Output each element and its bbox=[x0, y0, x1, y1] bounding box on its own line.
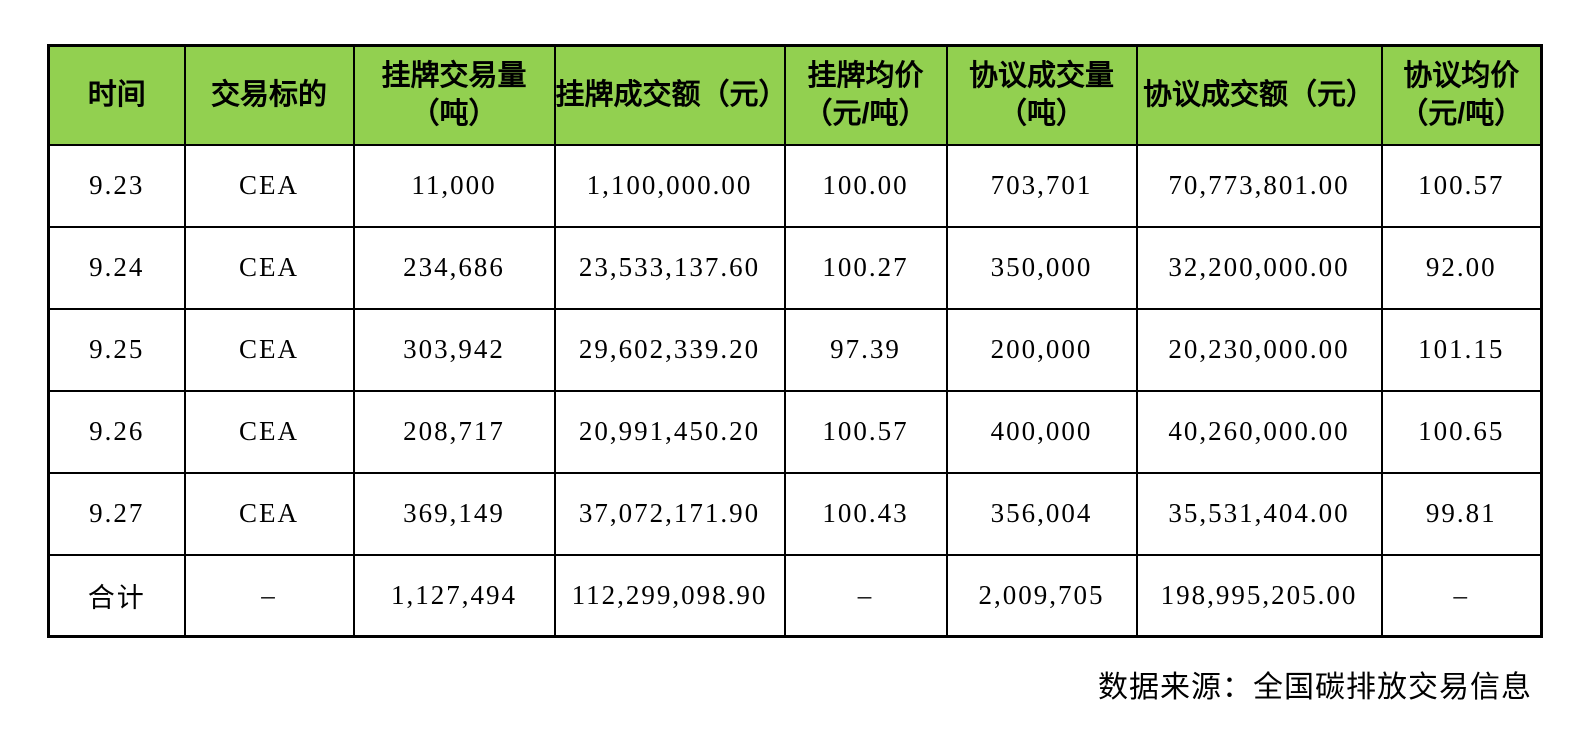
table-cell: 350,000 bbox=[945, 225, 1138, 310]
column-header-line: （元/吨） bbox=[1399, 98, 1524, 131]
table-cell: – bbox=[183, 553, 355, 638]
carbon-trading-table: 时间 交易标的 挂牌交易量 （吨） 挂牌成交额（元） 挂牌均价 （元/吨） 协议成交量 （吨）协… bbox=[47, 44, 1543, 638]
table-cell: 97.39 bbox=[783, 307, 948, 392]
table-cell: 100.57 bbox=[1380, 143, 1543, 228]
table-cell: 400,000 bbox=[945, 389, 1138, 474]
column-header-line: 协议成交额（元） bbox=[1142, 79, 1375, 112]
table-cell: CEA bbox=[183, 471, 355, 556]
table-cell: 9.26 bbox=[47, 389, 186, 474]
column-header-line: （吨） bbox=[997, 98, 1085, 131]
column-header-line: 挂牌交易量 bbox=[381, 59, 527, 92]
table-cell: 9.25 bbox=[47, 307, 186, 392]
column-header-3: 挂牌成交额（元） bbox=[553, 44, 786, 146]
table-cell: 198,995,205.00 bbox=[1135, 553, 1383, 638]
table-cell: 1,100,000.00 bbox=[553, 143, 786, 228]
table-cell: 2,009,705 bbox=[945, 553, 1138, 638]
table-cell: 35,531,404.00 bbox=[1135, 471, 1383, 556]
table-cell: 100.27 bbox=[783, 225, 948, 310]
table-cell: CEA bbox=[183, 225, 355, 310]
table-cell: 9.27 bbox=[47, 471, 186, 556]
column-header-0: 时间 bbox=[47, 44, 186, 146]
table-cell: 112,299,098.90 bbox=[553, 553, 786, 638]
table-cell: 369,149 bbox=[352, 471, 556, 556]
column-header-5: 协议成交量 （吨） bbox=[945, 44, 1138, 146]
table-cell: CEA bbox=[183, 307, 355, 392]
table-cell: CEA bbox=[183, 143, 355, 228]
column-header-line: （吨） bbox=[410, 98, 498, 131]
column-header-line: 挂牌均价 bbox=[807, 59, 924, 92]
table-cell: 20,230,000.00 bbox=[1135, 307, 1383, 392]
column-header-7: 协议均价 （元/吨） bbox=[1380, 44, 1543, 146]
table-cell: 703,701 bbox=[945, 143, 1138, 228]
column-header-4: 挂牌均价 （元/吨） bbox=[783, 44, 948, 146]
table-row: 9.23 CEA 11,000 1,100,000.00 100.00 703,701 70… bbox=[47, 143, 1543, 228]
data-source-note: 数据来源：全国碳排放交易信息 bbox=[1098, 671, 1532, 704]
table-row: 合计 –1,127,494 112,299,098.90–2,009,705 198,… bbox=[47, 553, 1543, 638]
column-header-line: 协议均价 bbox=[1403, 59, 1520, 92]
table-cell: CEA bbox=[183, 389, 355, 474]
column-header-line: 时间 bbox=[87, 79, 146, 112]
table-cell: 234,686 bbox=[352, 225, 556, 310]
column-header-line: 交易标的 bbox=[210, 79, 327, 112]
table-row: 9.25 CEA 303,942 29,602,339.20 97.39 200,000 2… bbox=[47, 307, 1543, 392]
table-cell: 100.65 bbox=[1380, 389, 1543, 474]
table-cell: 208,717 bbox=[352, 389, 556, 474]
table-cell: 1,127,494 bbox=[352, 553, 556, 638]
table-cell: 100.57 bbox=[783, 389, 948, 474]
table-cell: 303,942 bbox=[352, 307, 556, 392]
table-cell: 70,773,801.00 bbox=[1135, 143, 1383, 228]
column-header-6: 协议成交额（元） bbox=[1135, 44, 1383, 146]
header-row: 时间 交易标的 挂牌交易量 （吨） 挂牌成交额（元） 挂牌均价 （元/吨） 协议成交量 （吨）协… bbox=[47, 44, 1543, 146]
column-header-1: 交易标的 bbox=[183, 44, 355, 146]
table-row: 9.24 CEA 234,686 23,533,137.60 100.27 350,000… bbox=[47, 225, 1543, 310]
table-cell: 23,533,137.60 bbox=[553, 225, 786, 310]
table-cell: 356,004 bbox=[945, 471, 1138, 556]
table-cell: 92.00 bbox=[1380, 225, 1543, 310]
table-cell: 9.24 bbox=[47, 225, 186, 310]
table-cell: 100.00 bbox=[783, 143, 948, 228]
table-cell: 37,072,171.90 bbox=[553, 471, 786, 556]
table-body: 9.23 CEA 11,000 1,100,000.00 100.00 703,701 70… bbox=[47, 143, 1543, 638]
table-cell: 101.15 bbox=[1380, 307, 1543, 392]
table-cell: 合计 bbox=[47, 553, 186, 638]
table-cell: 100.43 bbox=[783, 471, 948, 556]
table-cell: 20,991,450.20 bbox=[553, 389, 786, 474]
column-header-line: （元/吨） bbox=[803, 98, 928, 131]
table-header: 时间 交易标的 挂牌交易量 （吨） 挂牌成交额（元） 挂牌均价 （元/吨） 协议成交量 （吨）协… bbox=[47, 44, 1543, 146]
table-cell: 99.81 bbox=[1380, 471, 1543, 556]
column-header-line: 协议成交量 bbox=[968, 59, 1114, 92]
table-cell: 29,602,339.20 bbox=[553, 307, 786, 392]
table-cell: – bbox=[1380, 553, 1543, 638]
table-cell: 200,000 bbox=[945, 307, 1138, 392]
column-header-2: 挂牌交易量 （吨） bbox=[352, 44, 556, 146]
table-cell: 11,000 bbox=[352, 143, 556, 228]
table-cell: 40,260,000.00 bbox=[1135, 389, 1383, 474]
column-header-line: 挂牌成交额（元） bbox=[555, 79, 785, 112]
table-row: 9.27 CEA 369,149 37,072,171.90 100.43 356,004… bbox=[47, 471, 1543, 556]
table-cell: 32,200,000.00 bbox=[1135, 225, 1383, 310]
table-cell: – bbox=[783, 553, 948, 638]
table-cell: 9.23 bbox=[47, 143, 186, 228]
table-row: 9.26 CEA 208,717 20,991,450.20 100.57 400,000… bbox=[47, 389, 1543, 474]
